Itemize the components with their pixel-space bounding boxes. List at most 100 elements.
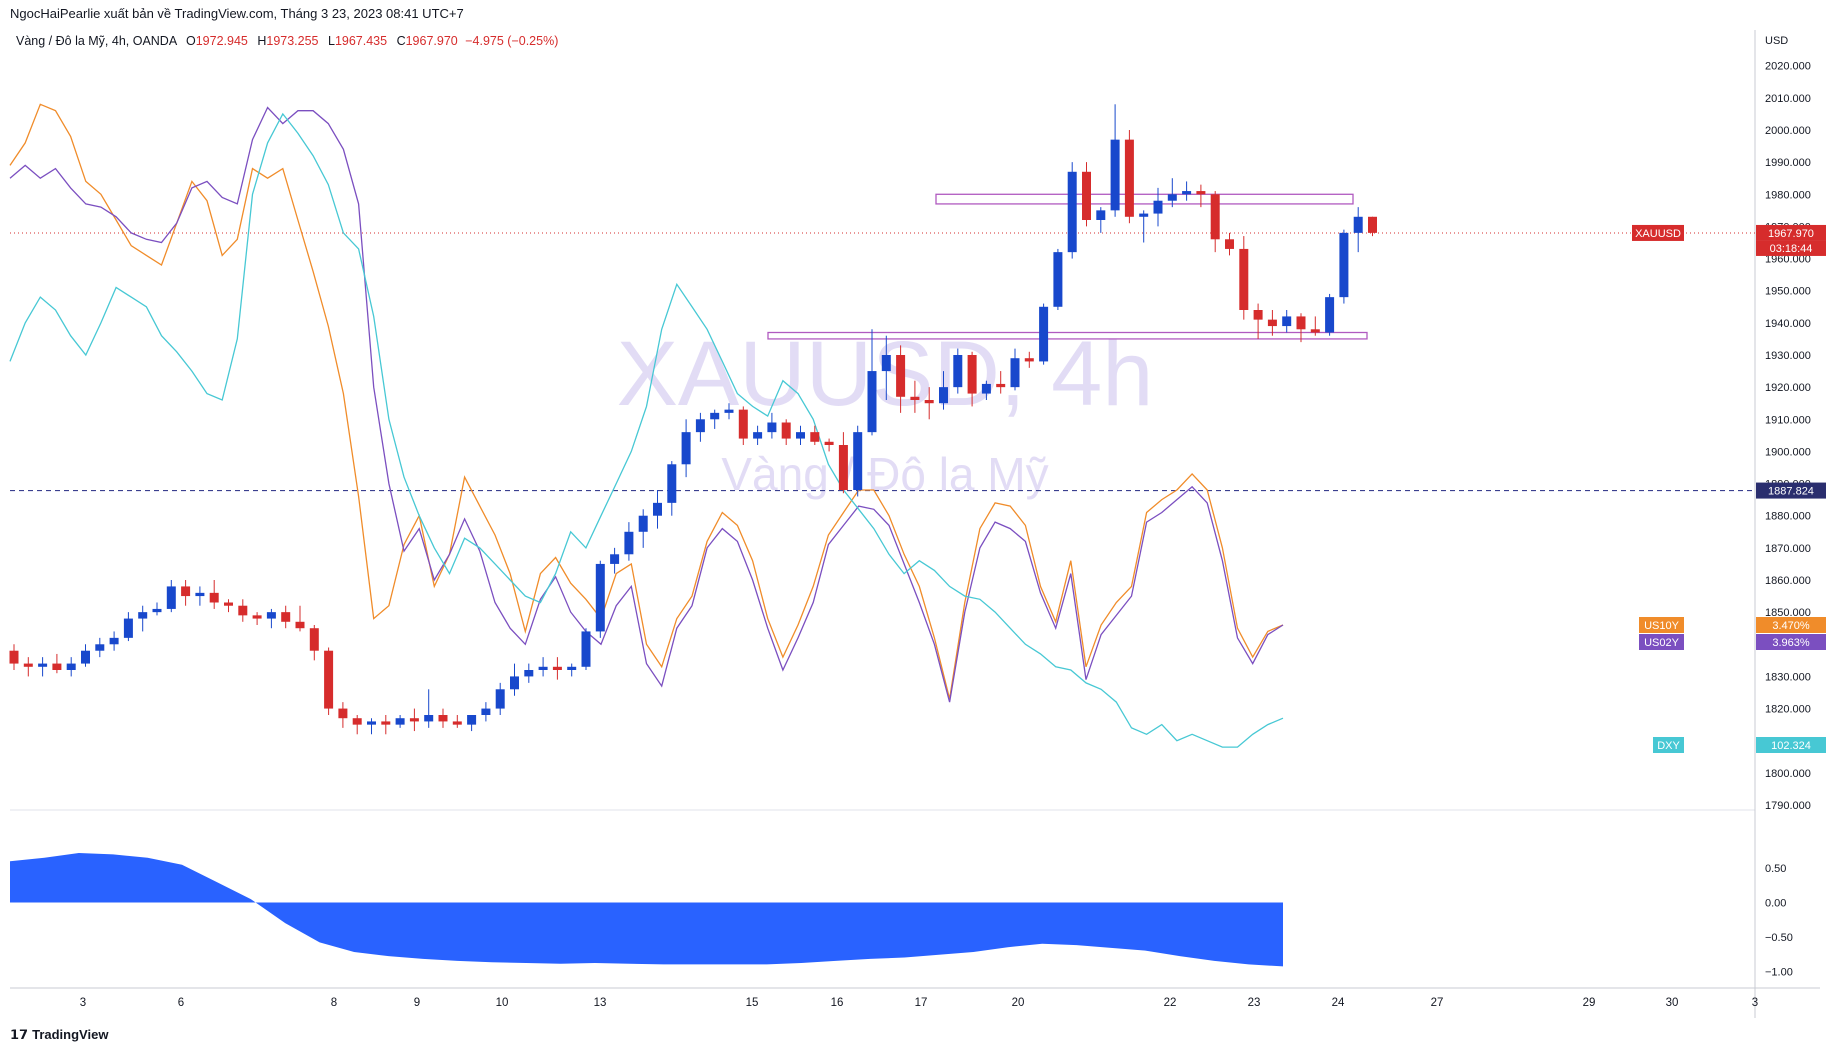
candle[interactable] [1182, 181, 1192, 201]
candle[interactable] [438, 708, 448, 728]
candle[interactable] [753, 425, 763, 445]
candle[interactable] [781, 419, 791, 445]
candle[interactable] [481, 702, 491, 722]
candle[interactable] [1353, 207, 1363, 253]
candle[interactable] [1167, 178, 1177, 208]
candle[interactable] [1210, 191, 1220, 253]
candle[interactable] [796, 425, 805, 445]
candle[interactable] [1096, 207, 1106, 233]
candle[interactable] [123, 612, 133, 642]
candle[interactable] [524, 663, 534, 683]
candle[interactable] [1282, 310, 1292, 333]
candle[interactable] [495, 682, 505, 715]
candle[interactable] [538, 657, 548, 677]
candle[interactable] [624, 522, 634, 561]
candle[interactable] [667, 461, 677, 516]
candle[interactable] [1153, 187, 1163, 227]
candle[interactable] [281, 605, 291, 629]
candle[interactable] [238, 599, 248, 622]
candle[interactable] [981, 380, 991, 400]
candle[interactable] [710, 409, 720, 429]
candle[interactable] [81, 644, 90, 667]
candle[interactable] [138, 605, 148, 632]
candle[interactable] [195, 586, 205, 606]
candle[interactable] [867, 329, 877, 436]
candle[interactable] [896, 345, 906, 413]
candle[interactable] [939, 371, 948, 410]
candle[interactable] [95, 637, 105, 658]
candle[interactable] [409, 708, 419, 732]
candle[interactable] [1110, 104, 1120, 217]
candle[interactable] [1239, 236, 1249, 320]
candle[interactable] [152, 602, 162, 616]
tradingview-logo[interactable]: 𝟭𝟳 TradingView [10, 1027, 108, 1043]
candle[interactable] [252, 612, 262, 625]
resistance-zone-box[interactable] [935, 193, 1354, 205]
candle[interactable] [910, 380, 920, 413]
candle[interactable] [824, 438, 834, 452]
candle[interactable] [810, 425, 820, 445]
us10y-line[interactable] [9, 103, 1284, 700]
candle[interactable] [23, 657, 33, 677]
candle[interactable] [1368, 216, 1377, 237]
candle[interactable] [681, 419, 691, 478]
candle[interactable] [552, 657, 562, 680]
candle[interactable] [66, 657, 76, 677]
candle[interactable] [295, 605, 305, 632]
candle[interactable] [338, 702, 348, 728]
candle[interactable] [181, 580, 191, 606]
candle[interactable] [395, 715, 405, 728]
candle[interactable] [109, 631, 119, 651]
candle[interactable] [595, 560, 605, 638]
candle[interactable] [953, 348, 963, 394]
candle[interactable] [352, 715, 362, 735]
candle[interactable] [1053, 248, 1063, 310]
candle[interactable] [1267, 310, 1277, 336]
candle[interactable] [52, 653, 62, 674]
oscillator-area[interactable] [10, 853, 1283, 967]
candle[interactable] [610, 547, 620, 574]
candle[interactable] [1196, 184, 1206, 208]
candle[interactable] [967, 351, 977, 407]
candle[interactable] [767, 412, 777, 439]
dxy-line[interactable] [9, 112, 1284, 748]
candle[interactable] [1067, 162, 1077, 259]
us02y-line[interactable] [9, 106, 1284, 703]
candle[interactable] [738, 406, 748, 445]
candle[interactable] [881, 335, 891, 400]
candle[interactable] [367, 718, 376, 735]
candle[interactable] [452, 715, 462, 728]
candle[interactable] [1339, 229, 1349, 304]
candle[interactable] [581, 628, 591, 670]
candle[interactable] [467, 715, 477, 732]
candle[interactable] [510, 663, 519, 696]
candle[interactable] [266, 608, 276, 629]
candle[interactable] [1039, 303, 1049, 365]
candle[interactable] [1124, 130, 1134, 224]
candle[interactable] [1024, 351, 1034, 368]
candle[interactable] [309, 625, 319, 661]
candle[interactable] [1082, 162, 1091, 227]
candle[interactable] [1296, 313, 1306, 343]
candle[interactable] [724, 403, 734, 420]
candle[interactable] [424, 689, 434, 728]
candle[interactable] [695, 412, 705, 442]
candle[interactable] [924, 387, 934, 420]
candle[interactable] [853, 425, 863, 497]
candle[interactable] [166, 580, 176, 613]
candle[interactable] [9, 644, 19, 670]
candle[interactable] [1310, 316, 1320, 336]
candle[interactable] [653, 490, 662, 529]
candle[interactable] [567, 663, 577, 677]
candle[interactable] [996, 371, 1006, 394]
candle[interactable] [38, 657, 48, 677]
candle[interactable] [381, 715, 391, 735]
candle[interactable] [638, 509, 648, 548]
candle[interactable] [224, 599, 233, 613]
resistance-zone-box[interactable] [767, 331, 1368, 340]
candle[interactable] [1253, 303, 1263, 339]
candle[interactable] [838, 432, 848, 494]
candle[interactable] [324, 647, 334, 716]
candle[interactable] [1225, 232, 1234, 256]
